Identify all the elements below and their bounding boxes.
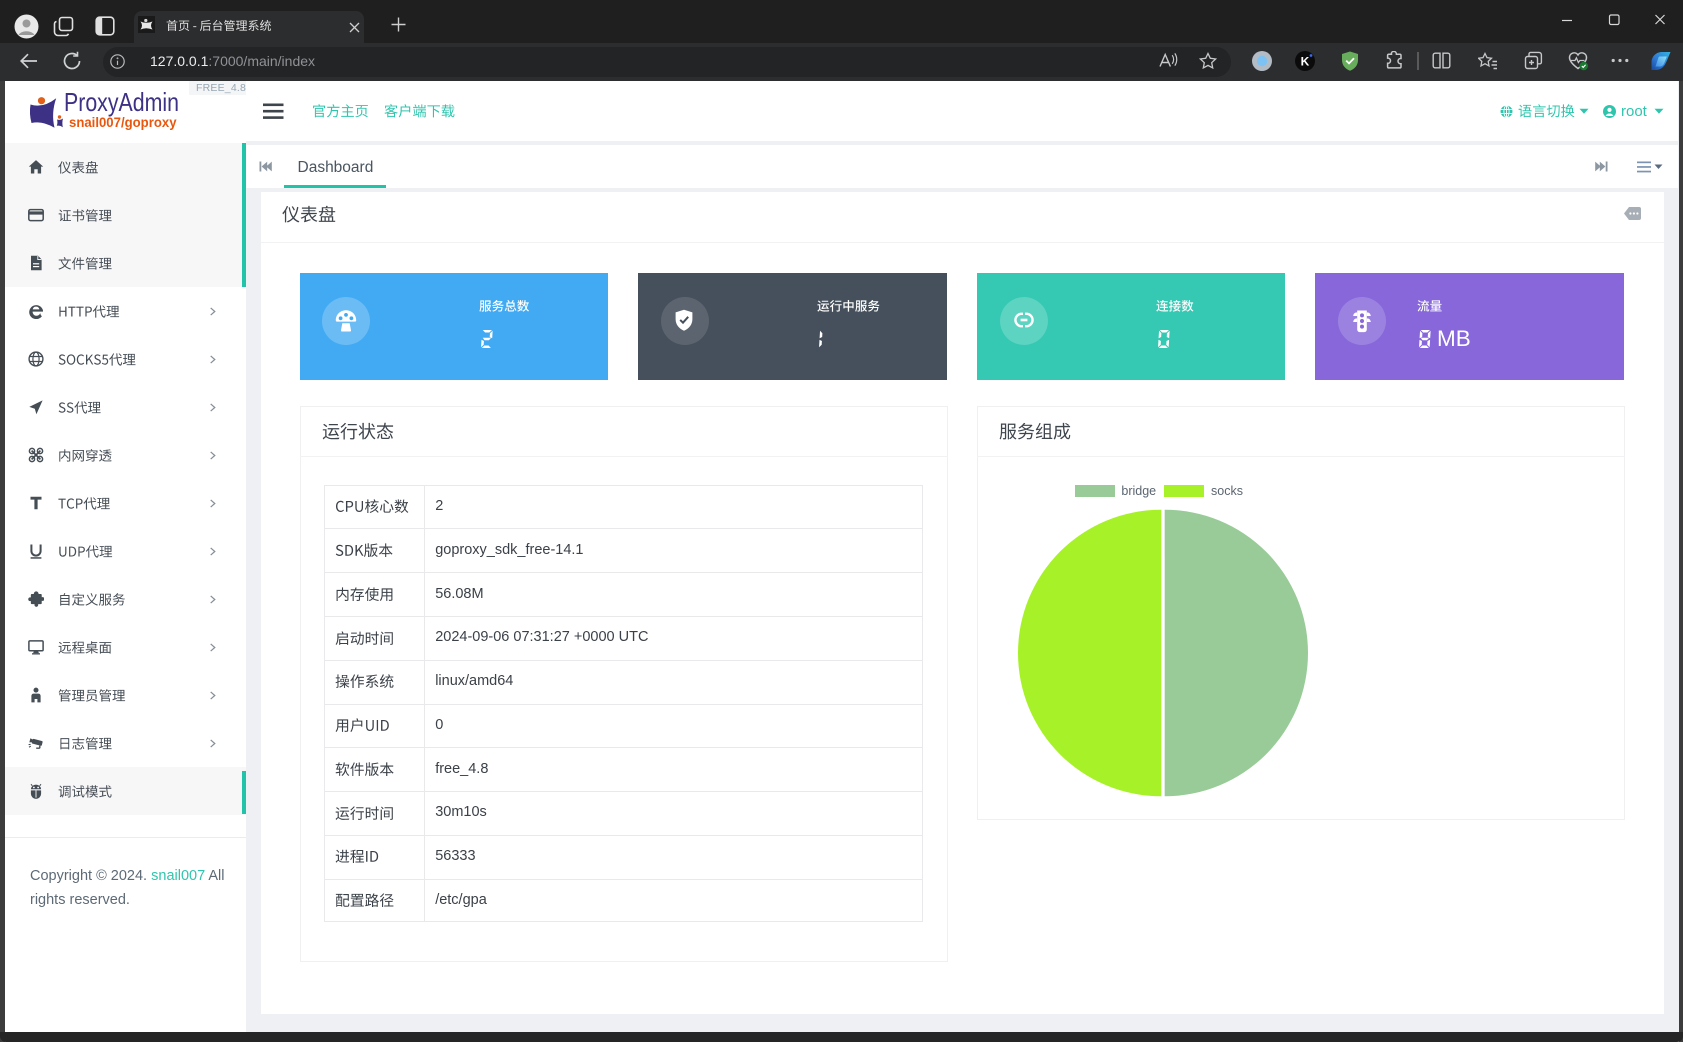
svg-text:K: K bbox=[1301, 54, 1310, 68]
